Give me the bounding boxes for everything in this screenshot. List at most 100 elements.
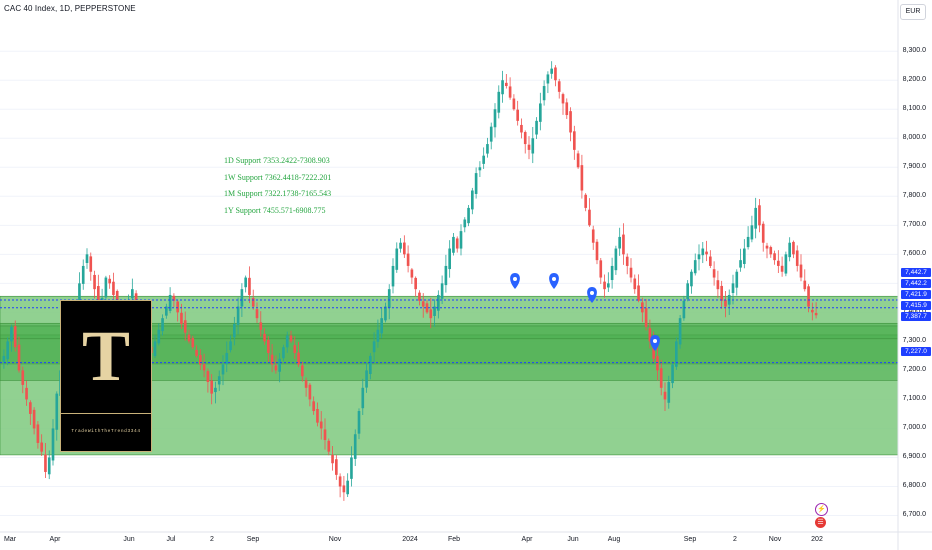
candle-body [176, 301, 179, 313]
us-flag-icon[interactable]: ☰ [815, 517, 826, 528]
support-label-1m: 1M Support 7322.1738-7165.543 [224, 189, 332, 198]
candle-body [633, 278, 637, 290]
map-marker-icon[interactable] [587, 287, 597, 303]
candle-body [187, 334, 191, 342]
candle-body [701, 248, 705, 256]
candle-body [595, 241, 599, 261]
candle-body [576, 153, 580, 168]
candle-body [233, 323, 236, 338]
y-tick-label: 7,900.0 [902, 163, 926, 171]
candle-body [25, 387, 28, 400]
chart-title: CAC 40 Index, 1D, PEPPERSTONE [4, 4, 136, 13]
candle-body [489, 126, 493, 142]
candle-body [244, 277, 247, 288]
candle-body [761, 223, 765, 243]
candle-body [108, 278, 111, 284]
x-tick-label: Apr [521, 536, 533, 543]
candle-body [369, 355, 372, 374]
candle-body [270, 354, 274, 365]
candle-body [104, 277, 108, 298]
candle-body [36, 424, 40, 443]
candle-body [474, 173, 478, 194]
candle-body [591, 229, 595, 243]
candle-body [301, 365, 304, 377]
price-tag: 7,227.0 [901, 347, 931, 356]
candle-body [202, 364, 206, 371]
candle-body [452, 236, 455, 253]
candle-body [421, 301, 425, 307]
candle-body [656, 356, 659, 371]
logo-divider [61, 413, 151, 414]
candle-body [505, 82, 508, 87]
map-marker-icon[interactable] [510, 273, 520, 289]
candle-body [448, 248, 451, 270]
candle-body [199, 355, 202, 365]
candle-body [795, 250, 799, 266]
candle-body [807, 286, 810, 307]
map-marker-icon[interactable] [650, 335, 660, 351]
candle-body [697, 254, 701, 260]
x-tick-label: Jun [567, 536, 579, 543]
candle-body [731, 283, 735, 293]
candle-body [675, 341, 678, 367]
candle-body [814, 312, 818, 316]
y-tick-label: 7,300.0 [902, 337, 926, 345]
candle-body [410, 269, 414, 278]
x-tick-label: Sep [246, 536, 260, 543]
candle-body [648, 328, 652, 342]
candle-body [161, 318, 164, 332]
candle-body [501, 80, 504, 95]
logo-text: TradeWithTheTrend3344 [71, 429, 141, 434]
candle-body [240, 289, 244, 307]
x-tick-label: Nov [328, 536, 342, 543]
candle-body [414, 277, 417, 290]
candle-body [554, 67, 557, 81]
candle-body [478, 167, 482, 171]
y-tick-label: 7,400.0 [903, 308, 926, 315]
candle-body [682, 300, 686, 319]
candle-body [546, 74, 550, 84]
candle-body [765, 245, 769, 249]
y-tick-label: 8,000.0 [902, 134, 926, 142]
candle-body [622, 234, 625, 255]
candle-body [327, 440, 331, 452]
candle-body [89, 256, 93, 272]
candle-body [13, 326, 17, 348]
candle-body [799, 264, 803, 278]
candle-body [2, 355, 6, 362]
currency-selector[interactable]: EUR [900, 4, 926, 20]
candle-body [663, 391, 667, 400]
candle-body [338, 476, 342, 487]
lightning-icon[interactable]: ⚡ [815, 503, 828, 516]
candle-body [335, 459, 338, 475]
candle-body [210, 380, 213, 394]
x-tick-label: 2024 [402, 536, 418, 543]
candle-body [644, 308, 648, 327]
candle-body [508, 86, 512, 98]
map-marker-icon[interactable] [549, 273, 559, 289]
candle-body [610, 265, 614, 281]
candle-body [758, 205, 761, 226]
candle-body [180, 312, 183, 324]
candle-body [569, 111, 572, 133]
candle-body [214, 387, 217, 393]
candle-body [777, 260, 780, 266]
y-tick-label: 6,900.0 [902, 453, 926, 461]
candle-body [259, 322, 263, 330]
marker-dot [590, 291, 594, 295]
y-tick-label: 8,100.0 [902, 105, 926, 113]
candle-body [516, 109, 519, 121]
candle-body [278, 358, 281, 372]
candle-body [391, 265, 395, 287]
candle-body [406, 253, 410, 266]
candle-body [365, 370, 368, 388]
candle-body [482, 155, 485, 164]
candle-body [614, 248, 618, 271]
price-tag: 7,421.9 [901, 290, 931, 299]
candle-body [380, 318, 383, 334]
candle-body [395, 248, 399, 270]
x-tick-label: Nov [768, 536, 782, 543]
candle-body [32, 409, 36, 429]
support-label-1y: 1Y Support 7455.571-6908.775 [224, 206, 326, 215]
